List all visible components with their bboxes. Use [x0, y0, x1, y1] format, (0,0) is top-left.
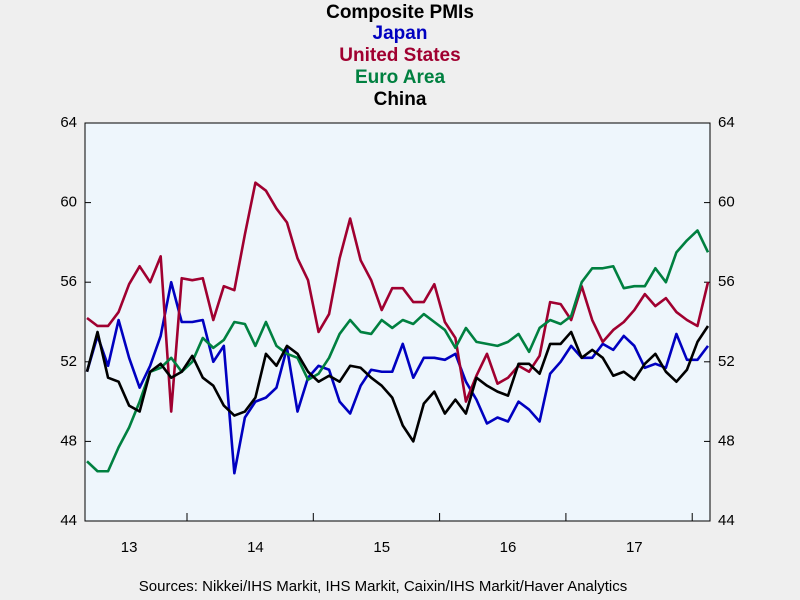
y2-tick-label: 48 [718, 432, 735, 449]
y-tick-label: 52 [60, 353, 77, 370]
y2-tick-label: 60 [718, 194, 735, 211]
x-tick-label: 13 [121, 539, 138, 556]
series-line [86, 229, 710, 473]
x-tick-label: 16 [500, 539, 517, 556]
series-line [86, 181, 710, 413]
legend-entry: China [374, 89, 427, 110]
y2-tick-label: 44 [718, 512, 735, 529]
series-line [85, 280, 710, 475]
legend-entry: Euro Area [355, 67, 446, 88]
y-tick-label: 44 [60, 512, 77, 529]
x-tick-label: 15 [373, 539, 390, 556]
source-note: Sources: Nikkei/IHS Markit, IHS Markit, … [139, 578, 627, 595]
legend-entry: Japan [373, 23, 428, 44]
y-tick-label: 64 [60, 114, 77, 131]
y-tick-label: 60 [60, 194, 77, 211]
x-tick-label: 14 [247, 539, 264, 556]
y2-tick-label: 56 [718, 273, 735, 290]
x-tick-label: 17 [626, 539, 643, 556]
y2-tick-label: 64 [718, 114, 735, 131]
y2-tick-label: 52 [718, 353, 735, 370]
y-tick-label: 48 [60, 432, 77, 449]
chart-title: Composite PMIs [326, 2, 474, 23]
series-line [85, 325, 710, 443]
legend-entry: United States [339, 45, 460, 66]
y-tick-label: 56 [60, 273, 77, 290]
